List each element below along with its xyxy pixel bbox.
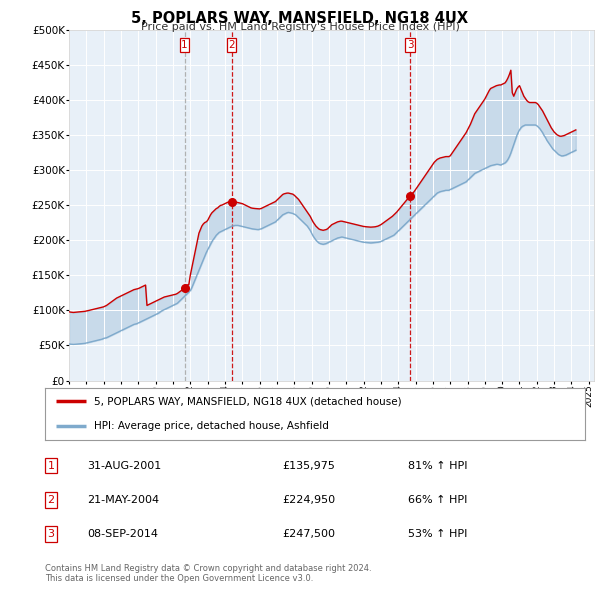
Text: 3: 3 [47, 529, 55, 539]
Text: £135,975: £135,975 [282, 461, 335, 470]
Text: £247,500: £247,500 [282, 529, 335, 539]
Text: 5, POPLARS WAY, MANSFIELD, NG18 4UX: 5, POPLARS WAY, MANSFIELD, NG18 4UX [131, 11, 469, 25]
Text: 81% ↑ HPI: 81% ↑ HPI [408, 461, 467, 470]
Text: 5, POPLARS WAY, MANSFIELD, NG18 4UX (detached house): 5, POPLARS WAY, MANSFIELD, NG18 4UX (det… [94, 396, 401, 406]
Text: 53% ↑ HPI: 53% ↑ HPI [408, 529, 467, 539]
Text: 3: 3 [407, 40, 413, 50]
Text: 31-AUG-2001: 31-AUG-2001 [87, 461, 161, 470]
Text: Price paid vs. HM Land Registry's House Price Index (HPI): Price paid vs. HM Land Registry's House … [140, 22, 460, 32]
Text: 66% ↑ HPI: 66% ↑ HPI [408, 495, 467, 504]
Text: £224,950: £224,950 [282, 495, 335, 504]
Text: 21-MAY-2004: 21-MAY-2004 [87, 495, 159, 504]
Text: 2: 2 [47, 495, 55, 504]
Text: HPI: Average price, detached house, Ashfield: HPI: Average price, detached house, Ashf… [94, 421, 328, 431]
Text: 1: 1 [47, 461, 55, 470]
Text: 08-SEP-2014: 08-SEP-2014 [87, 529, 158, 539]
Text: 2: 2 [228, 40, 235, 50]
Text: 1: 1 [181, 40, 188, 50]
Text: Contains HM Land Registry data © Crown copyright and database right 2024.
This d: Contains HM Land Registry data © Crown c… [45, 563, 371, 583]
